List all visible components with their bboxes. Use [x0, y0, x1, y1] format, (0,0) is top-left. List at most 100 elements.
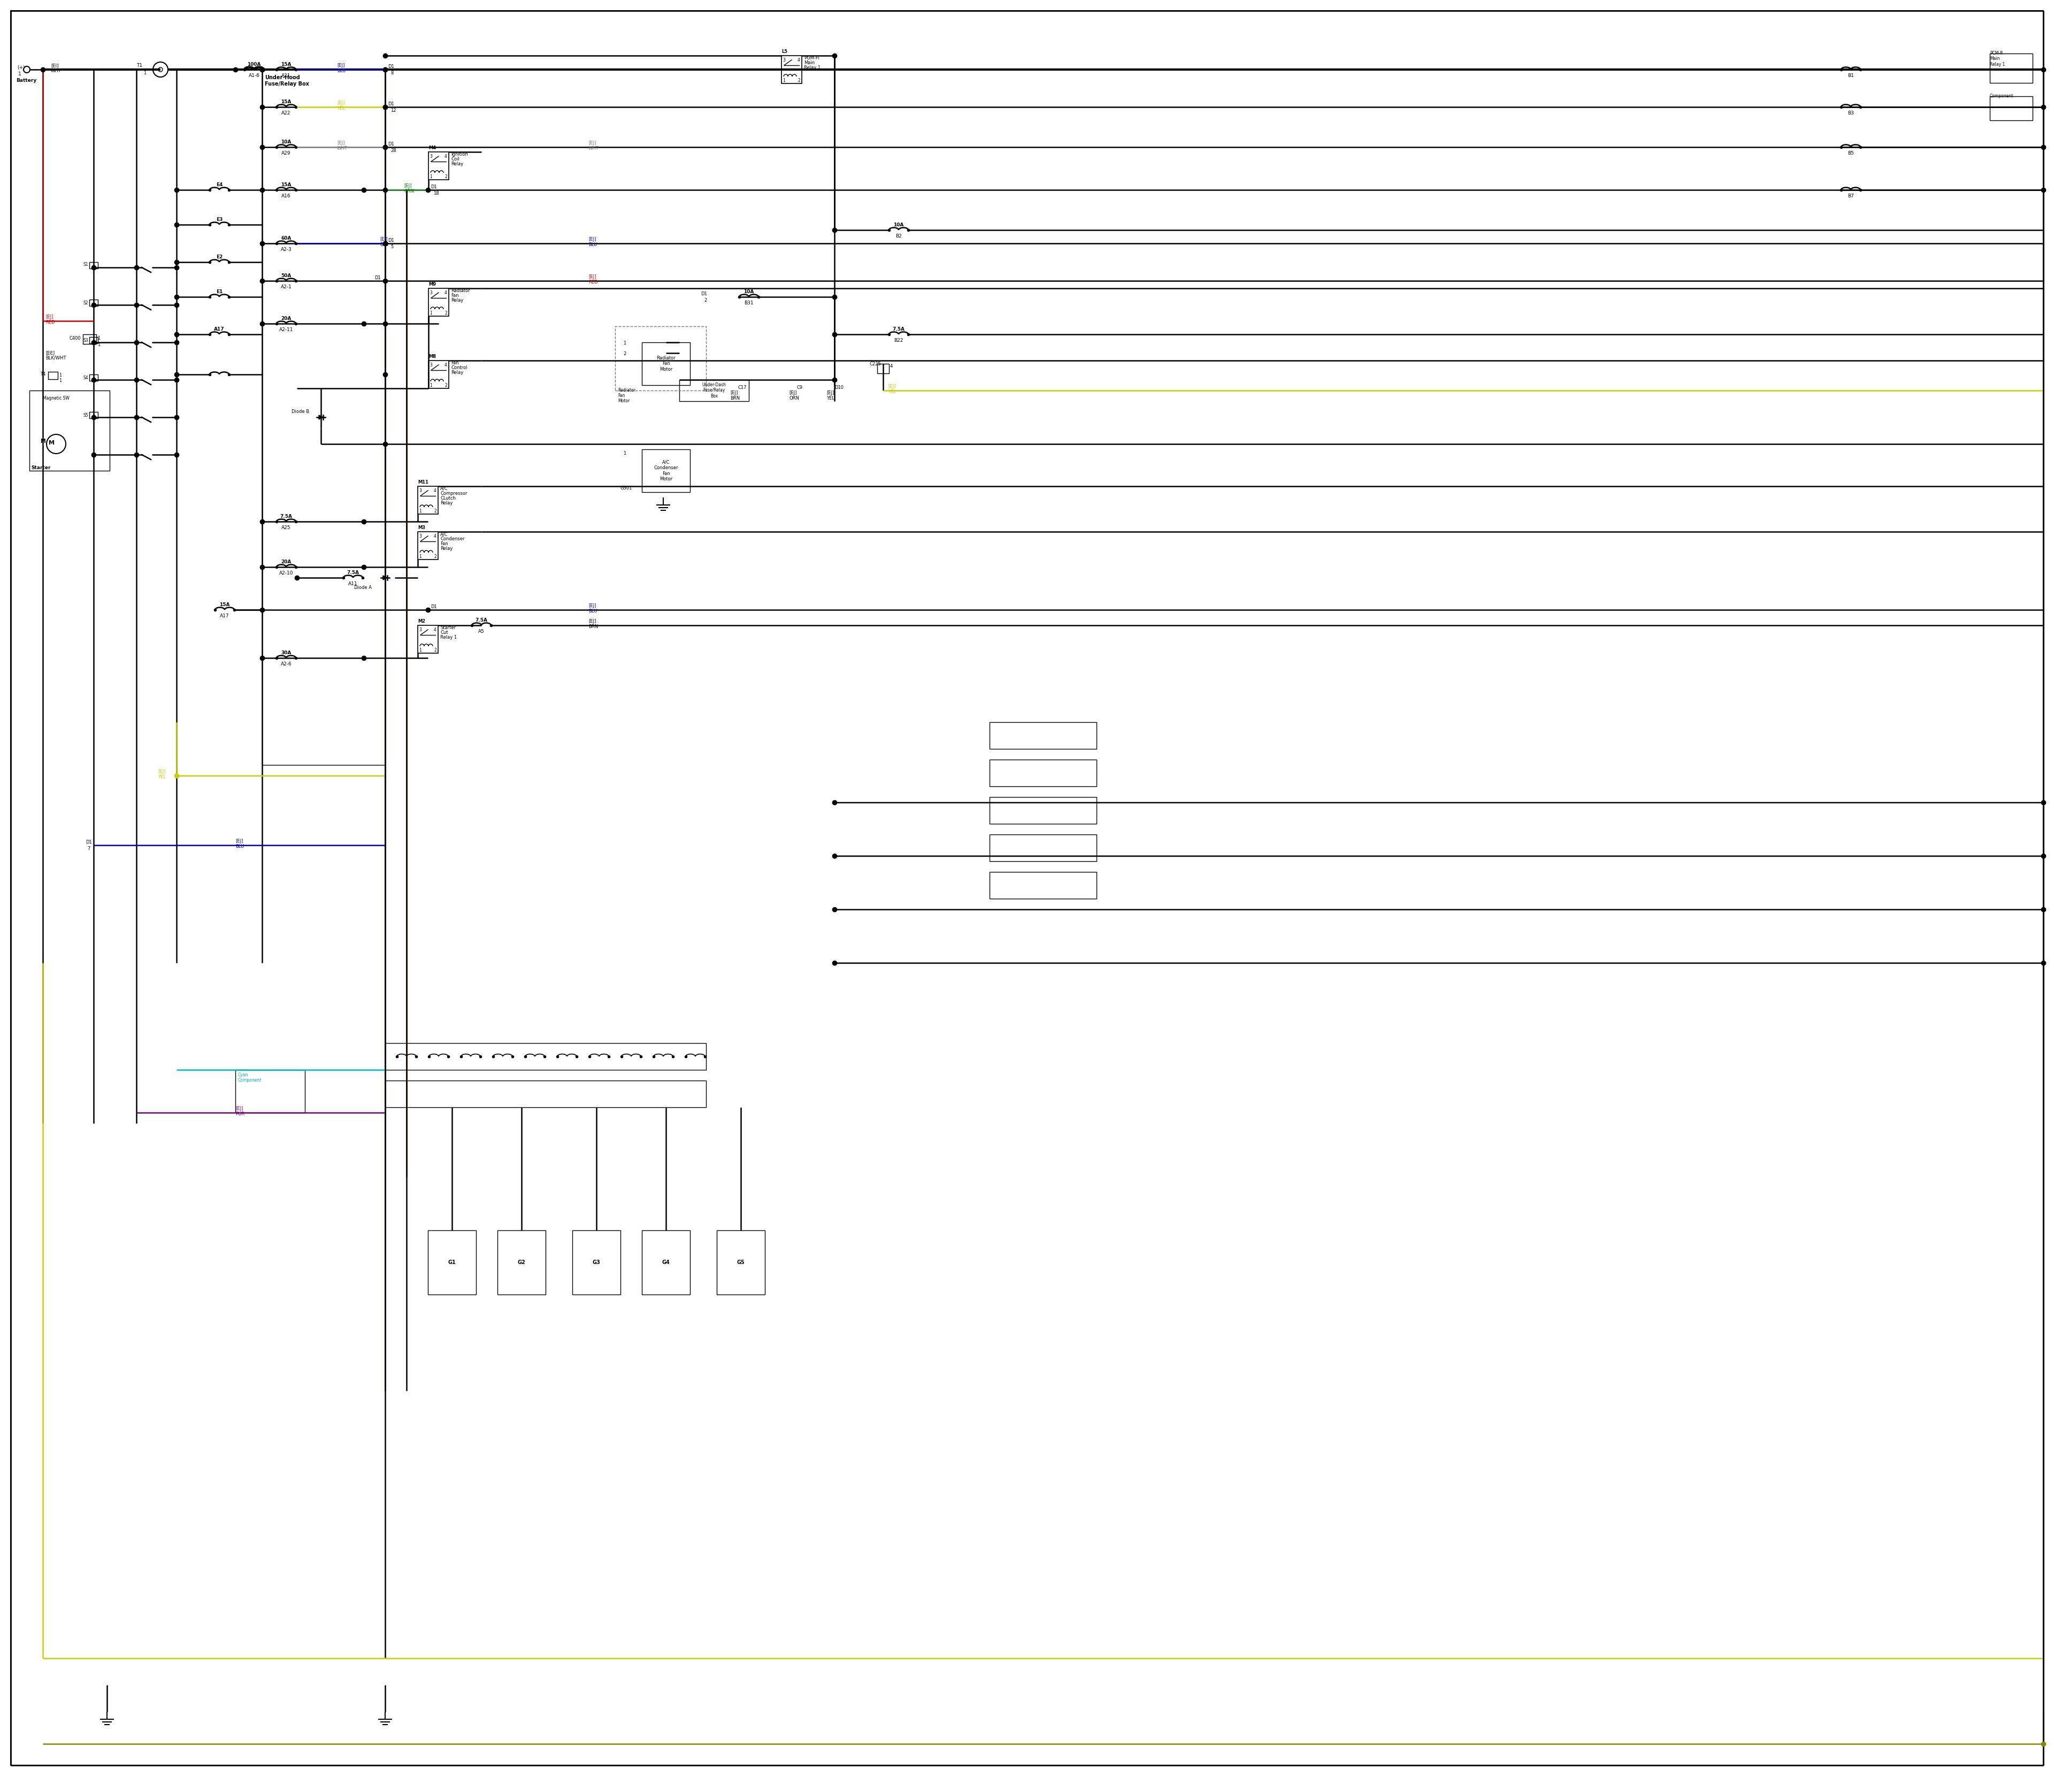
- Text: GRN: GRN: [405, 188, 413, 194]
- Text: 2: 2: [433, 554, 435, 559]
- Text: B3: B3: [1847, 111, 1855, 116]
- Bar: [429, 360, 448, 389]
- Text: M: M: [49, 441, 55, 446]
- Text: B2: B2: [896, 235, 902, 238]
- Text: 7: 7: [86, 846, 90, 851]
- Polygon shape: [318, 416, 322, 419]
- Text: B1: B1: [1847, 73, 1855, 79]
- Text: A17: A17: [220, 615, 230, 618]
- Text: G3: G3: [592, 1260, 600, 1265]
- Text: [EJ]: [EJ]: [337, 100, 345, 106]
- Text: [EJ]: [EJ]: [158, 769, 166, 774]
- Text: YEL: YEL: [158, 774, 166, 780]
- Text: Starter: Starter: [31, 466, 51, 470]
- Text: A2-3: A2-3: [281, 247, 292, 253]
- Text: Relay 1: Relay 1: [803, 65, 822, 70]
- Text: Relay: Relay: [452, 297, 464, 303]
- Bar: [717, 1231, 764, 1294]
- Text: 1: 1: [419, 647, 421, 652]
- Bar: [47, 371, 58, 380]
- Bar: [614, 326, 707, 391]
- Bar: [1990, 97, 2033, 120]
- Text: B7: B7: [1847, 194, 1855, 199]
- Text: A/C: A/C: [440, 486, 448, 491]
- Text: 1: 1: [97, 342, 101, 348]
- Text: M3: M3: [417, 525, 425, 530]
- Bar: [990, 873, 1097, 898]
- Text: 4: 4: [797, 57, 801, 63]
- Text: 1: 1: [429, 174, 431, 179]
- Text: 10A: 10A: [893, 222, 904, 228]
- Text: 20A: 20A: [281, 559, 292, 564]
- Text: A21: A21: [281, 73, 292, 79]
- Text: WHT: WHT: [587, 145, 600, 151]
- Text: [EJ]: [EJ]: [45, 315, 53, 319]
- Text: S3: S3: [82, 339, 88, 342]
- Text: D1: D1: [388, 238, 394, 244]
- Text: Ignition: Ignition: [452, 152, 468, 156]
- Text: 3: 3: [429, 290, 431, 296]
- Text: 28: 28: [390, 149, 396, 152]
- Text: Magnetic SW: Magnetic SW: [43, 396, 70, 401]
- Bar: [386, 1043, 707, 1070]
- Text: Cut: Cut: [440, 631, 448, 634]
- Text: S1: S1: [82, 262, 88, 267]
- Text: PGM-Fi: PGM-Fi: [803, 56, 820, 61]
- Text: 4: 4: [444, 290, 448, 296]
- Text: Component: Component: [1990, 93, 2013, 99]
- Text: Motor: Motor: [618, 398, 631, 403]
- Text: 1: 1: [60, 373, 62, 378]
- Text: YEL: YEL: [887, 389, 896, 394]
- Text: A/C
Condenser
Fan
Motor: A/C Condenser Fan Motor: [653, 461, 678, 482]
- Text: 7.5A: 7.5A: [893, 326, 904, 332]
- Text: 4: 4: [889, 364, 893, 369]
- Bar: [990, 722, 1097, 749]
- Text: Fan: Fan: [618, 392, 624, 398]
- Text: Radiator
Fan
Motor: Radiator Fan Motor: [657, 357, 676, 371]
- Text: [EJ]: [EJ]: [337, 63, 345, 68]
- Text: [EI]: [EI]: [51, 63, 58, 68]
- Text: 4: 4: [433, 627, 435, 633]
- Text: A25: A25: [281, 525, 292, 530]
- Text: [EJ]: [EJ]: [587, 618, 596, 624]
- Text: PUR: PUR: [236, 1111, 244, 1116]
- Text: 4: 4: [433, 489, 435, 493]
- Text: 7.5A: 7.5A: [474, 618, 487, 622]
- Bar: [680, 380, 750, 401]
- Text: S5: S5: [82, 412, 88, 418]
- Text: 1: 1: [419, 509, 421, 514]
- Text: A29: A29: [281, 151, 292, 156]
- Text: A2-10: A2-10: [279, 572, 294, 575]
- Text: D1: D1: [388, 65, 394, 70]
- Text: M9: M9: [429, 281, 435, 287]
- Text: RED: RED: [587, 280, 598, 285]
- Text: RED: RED: [45, 321, 55, 324]
- Text: [EJ]: [EJ]: [236, 839, 242, 844]
- Bar: [88, 375, 99, 382]
- Text: Condenser: Condenser: [440, 536, 464, 541]
- Text: Under-Hood
Fuse/Relay Box: Under-Hood Fuse/Relay Box: [265, 75, 308, 86]
- Text: D1: D1: [431, 185, 438, 190]
- Text: Relay: Relay: [440, 500, 452, 505]
- Text: 3: 3: [429, 154, 431, 159]
- Text: 4: 4: [433, 534, 435, 539]
- Text: M: M: [41, 439, 45, 444]
- Text: E2: E2: [216, 254, 222, 260]
- Text: [EJ]: [EJ]: [789, 391, 797, 396]
- Text: 1: 1: [429, 310, 431, 315]
- Text: 2: 2: [444, 310, 448, 315]
- Text: [EJ]: [EJ]: [587, 237, 596, 242]
- Text: T1: T1: [136, 63, 142, 68]
- Text: 3: 3: [783, 57, 785, 63]
- Text: 18: 18: [433, 192, 440, 195]
- Text: Radiator: Radiator: [618, 387, 635, 392]
- Bar: [88, 337, 99, 344]
- Text: Diode B: Diode B: [292, 409, 310, 414]
- Text: 1: 1: [429, 383, 431, 387]
- Text: E1: E1: [216, 289, 222, 294]
- Text: 8: 8: [390, 70, 394, 75]
- Text: M11: M11: [417, 480, 429, 484]
- Text: Relay: Relay: [452, 371, 464, 375]
- Text: 1: 1: [419, 554, 421, 559]
- Text: Cyan
Component: Cyan Component: [238, 1073, 261, 1082]
